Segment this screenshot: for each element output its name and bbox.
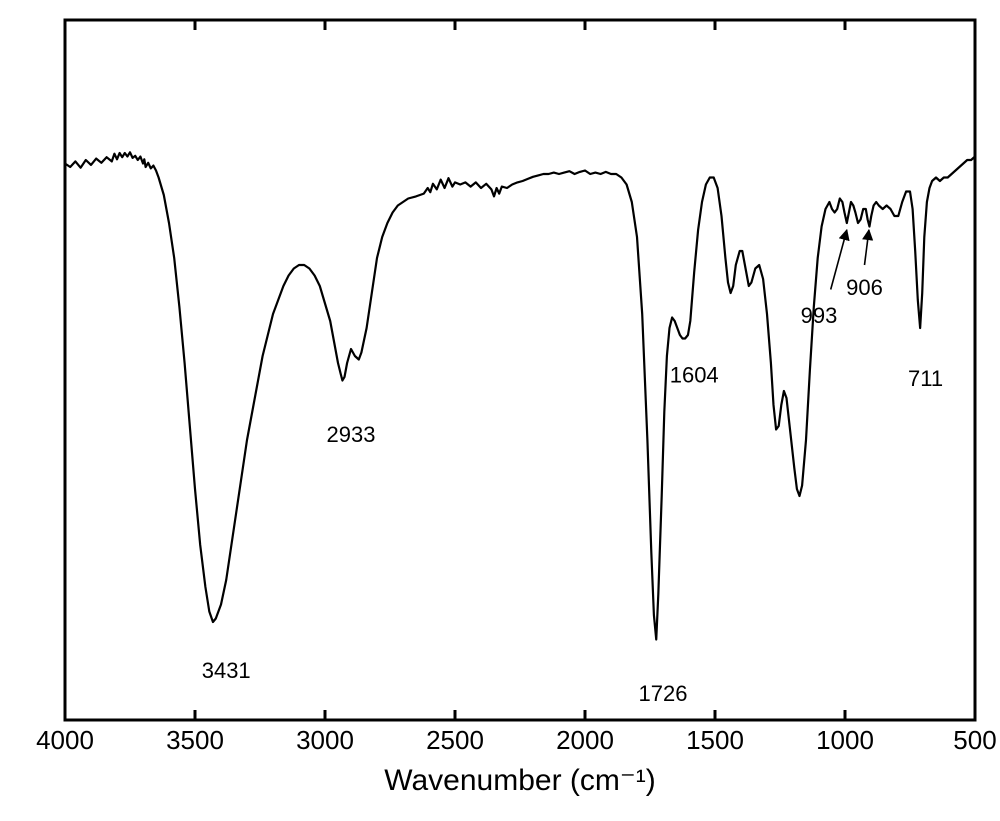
x-tick-label: 3000 — [296, 725, 354, 755]
peak-label: 711 — [908, 366, 943, 391]
peak-label: 1604 — [670, 363, 719, 388]
peak-label: 906 — [846, 275, 883, 300]
chart-background — [0, 0, 1000, 821]
x-tick-label: 4000 — [36, 725, 94, 755]
peak-label: 3431 — [202, 658, 251, 683]
peak-label: 2933 — [327, 422, 376, 447]
x-tick-label: 2500 — [426, 725, 484, 755]
x-tick-label: 500 — [953, 725, 996, 755]
x-tick-label: 1500 — [686, 725, 744, 755]
x-tick-label: 3500 — [166, 725, 224, 755]
x-tick-label: 2000 — [556, 725, 614, 755]
ir-spectrum-chart: 4000 3500 3000 2500 2000 1500 1000 500 Wavenumbe… — [0, 0, 1000, 821]
peak-label: 993 — [801, 303, 838, 328]
x-tick-label: 1000 — [816, 725, 874, 755]
x-axis-title: Wavenumber (cm⁻¹) — [384, 764, 655, 797]
peak-label: 1726 — [639, 681, 688, 706]
